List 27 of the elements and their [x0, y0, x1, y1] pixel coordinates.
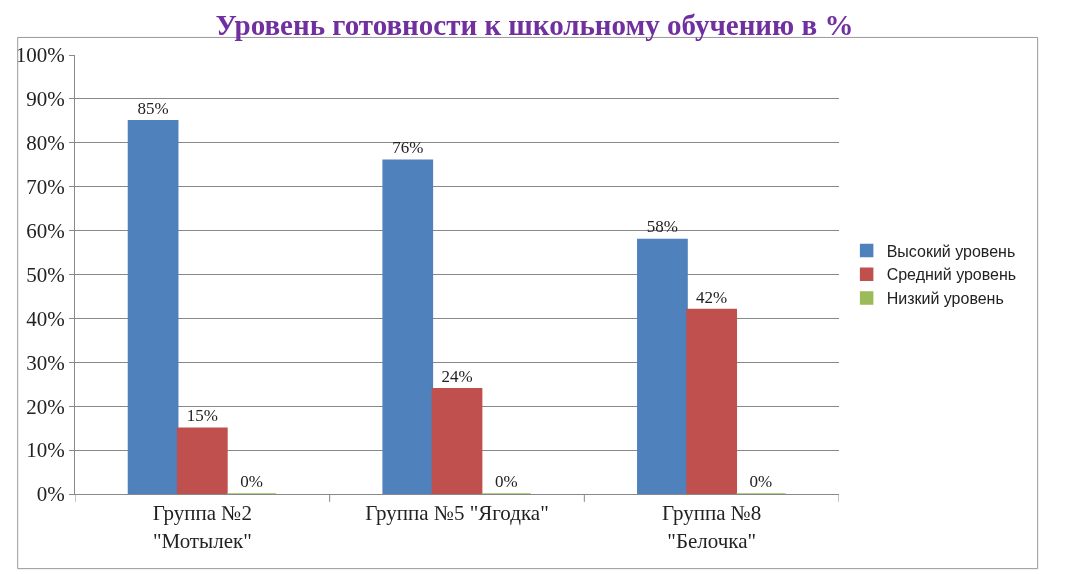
y-tick-label: 100% [15, 43, 65, 68]
y-tick-label: 0% [36, 482, 65, 507]
y-tick-label: 60% [26, 218, 65, 243]
y-tick-label: 50% [26, 262, 65, 287]
y-tick-label: 90% [26, 87, 65, 112]
chart-title: Уровень готовности к школьному обучению в % [215, 8, 854, 41]
x-tick-label: Группа №2 "Мотылек" [152, 501, 252, 553]
data-label: 24% [441, 366, 473, 386]
legend-label: Низкий уровень [886, 290, 1004, 308]
x-tick-label: Группа №8 "Белочка" [662, 501, 762, 553]
y-tick-label: 10% [26, 438, 65, 463]
y-tick-label: 70% [26, 175, 65, 200]
y-tick-label: 80% [26, 131, 65, 156]
y-tick-label: 40% [26, 306, 65, 331]
data-label: 58% [646, 217, 679, 237]
data-label: 0% [749, 472, 773, 491]
data-label: 85% [137, 98, 169, 118]
y-tick-label: 20% [26, 394, 65, 419]
data-label: 42% [696, 287, 728, 307]
legend-label: Высокий уровень [886, 242, 1016, 260]
legend-label: Средний уровень [886, 266, 1017, 284]
y-tick-label: 30% [26, 350, 65, 375]
data-label: 76% [392, 138, 424, 158]
data-label: 0% [494, 472, 518, 491]
data-label: 0% [240, 472, 263, 491]
x-tick-label: Группа №5 "Ягодка" [365, 501, 549, 526]
data-label: 15% [186, 406, 218, 426]
